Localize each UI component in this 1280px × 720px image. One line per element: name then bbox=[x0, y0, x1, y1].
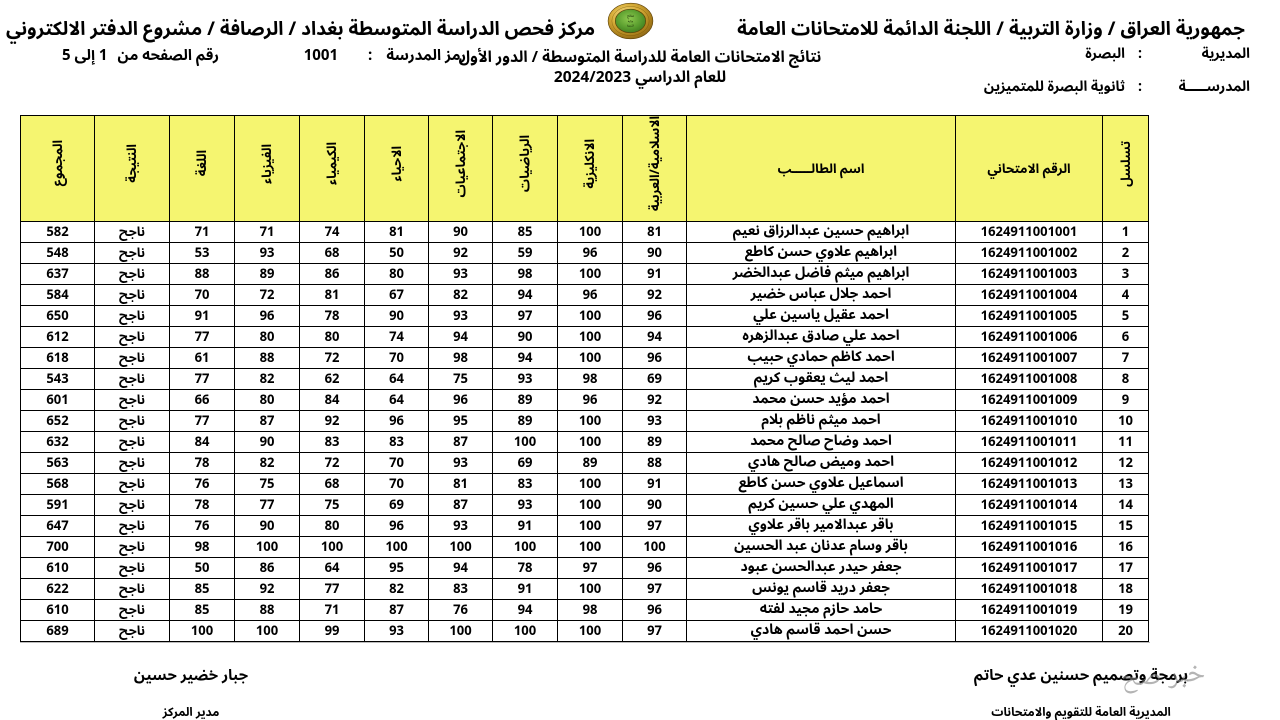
svg-text:التربية: التربية bbox=[627, 22, 634, 28]
